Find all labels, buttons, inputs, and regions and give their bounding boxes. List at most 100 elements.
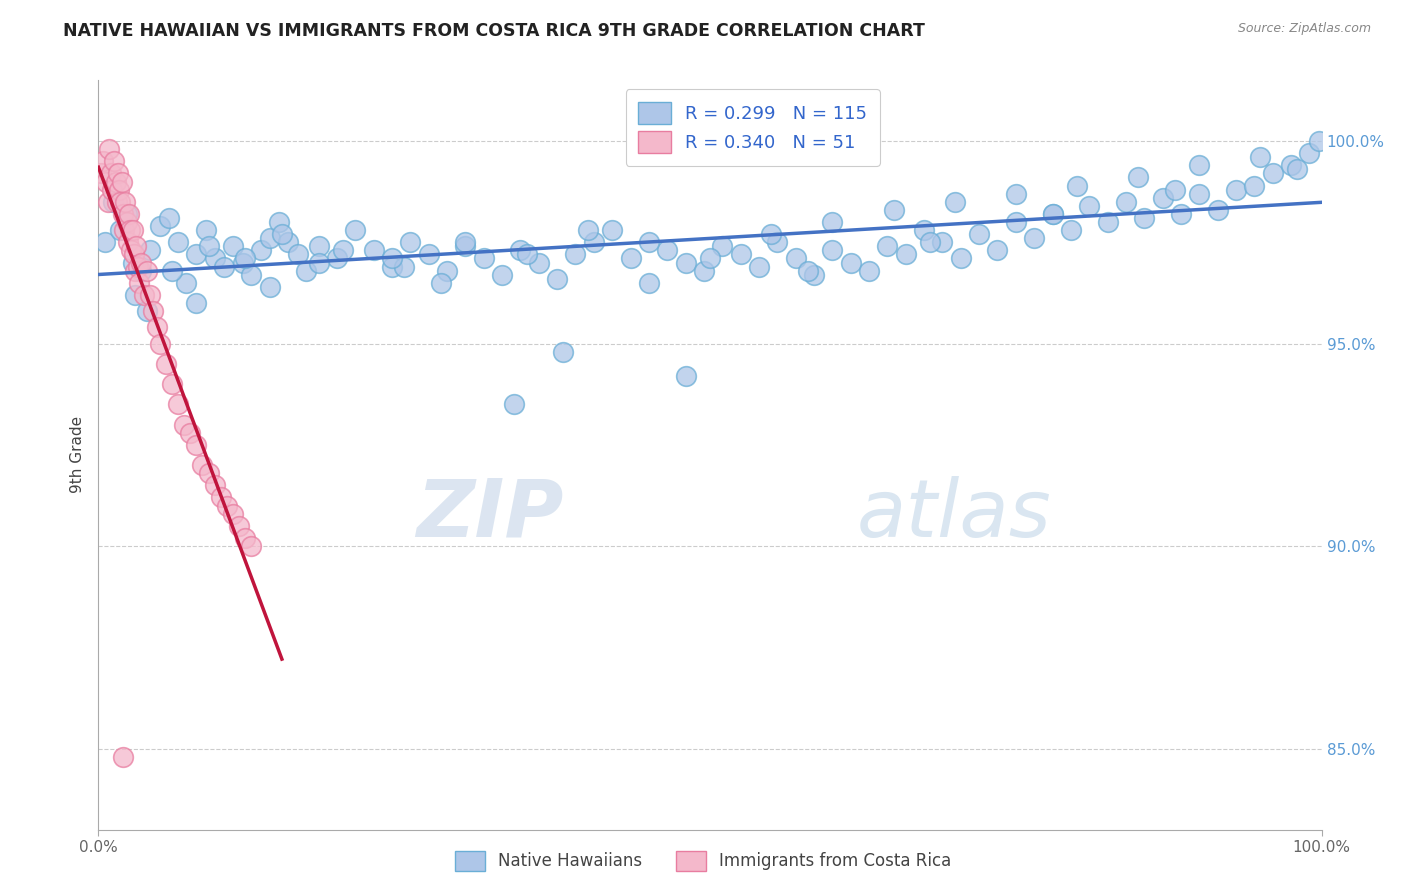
Point bbox=[1066, 178, 1088, 193]
Point bbox=[259, 231, 281, 245]
Point bbox=[129, 263, 152, 277]
Point bbox=[1298, 146, 1320, 161]
Point bbox=[149, 219, 172, 233]
Point bbox=[111, 175, 134, 189]
Point bbox=[124, 263, 146, 277]
Point bbox=[233, 252, 256, 266]
Text: NATIVE HAWAIIAN VS IMMIGRANTS FROM COSTA RICA 9TH GRADE CORRELATION CHART: NATIVE HAWAIIAN VS IMMIGRANTS FROM COSTA… bbox=[63, 22, 925, 40]
Point bbox=[1078, 199, 1101, 213]
Point bbox=[1188, 158, 1211, 172]
Point bbox=[920, 235, 942, 250]
Point bbox=[222, 239, 245, 253]
Point bbox=[912, 223, 935, 237]
Point bbox=[186, 247, 208, 261]
Point bbox=[100, 166, 122, 180]
Point bbox=[112, 223, 135, 237]
Point bbox=[146, 320, 169, 334]
Point bbox=[204, 252, 226, 266]
Point bbox=[363, 244, 385, 258]
Point bbox=[176, 276, 198, 290]
Point bbox=[120, 223, 142, 237]
Point bbox=[1164, 183, 1187, 197]
Point bbox=[214, 260, 236, 274]
Point bbox=[270, 227, 294, 242]
Point bbox=[121, 223, 143, 237]
Point bbox=[730, 247, 752, 261]
Point bbox=[155, 357, 177, 371]
Point bbox=[516, 247, 538, 261]
Point bbox=[93, 235, 115, 250]
Point bbox=[761, 227, 783, 242]
Point bbox=[186, 438, 208, 452]
Point bbox=[1243, 178, 1265, 193]
Point bbox=[127, 260, 149, 274]
Point bbox=[259, 280, 281, 294]
Point bbox=[132, 288, 155, 302]
Point bbox=[125, 239, 148, 253]
Point bbox=[191, 458, 214, 472]
Point bbox=[564, 247, 586, 261]
Point bbox=[308, 239, 330, 253]
Point bbox=[115, 207, 138, 221]
Point bbox=[1060, 223, 1083, 237]
Point bbox=[785, 252, 807, 266]
Point bbox=[576, 223, 599, 237]
Point bbox=[894, 247, 917, 261]
Text: Source: ZipAtlas.com: Source: ZipAtlas.com bbox=[1237, 22, 1371, 36]
Point bbox=[108, 183, 131, 197]
Point bbox=[1261, 166, 1284, 180]
Point bbox=[399, 235, 422, 250]
Point bbox=[97, 194, 120, 209]
Point bbox=[1133, 211, 1156, 225]
Point bbox=[1286, 162, 1309, 177]
Y-axis label: 9th Grade: 9th Grade bbox=[70, 417, 86, 493]
Point bbox=[392, 260, 416, 274]
Point bbox=[582, 235, 605, 250]
Text: atlas: atlas bbox=[856, 475, 1052, 554]
Point bbox=[1308, 134, 1330, 148]
Point bbox=[821, 215, 844, 229]
Point bbox=[553, 344, 575, 359]
Point bbox=[101, 183, 124, 197]
Point bbox=[546, 271, 568, 285]
Point bbox=[149, 336, 172, 351]
Point bbox=[209, 491, 232, 505]
Point bbox=[94, 175, 117, 189]
Point bbox=[197, 466, 219, 480]
Point bbox=[197, 239, 219, 253]
Point bbox=[122, 247, 145, 261]
Point bbox=[157, 211, 180, 225]
Point bbox=[967, 227, 990, 242]
Point bbox=[215, 499, 238, 513]
Point bbox=[142, 304, 165, 318]
Point bbox=[472, 252, 495, 266]
Point bbox=[637, 235, 661, 250]
Point bbox=[173, 417, 195, 432]
Point bbox=[344, 223, 367, 237]
Point bbox=[287, 247, 309, 261]
Point bbox=[693, 263, 716, 277]
Point bbox=[233, 531, 256, 545]
Legend: Native Hawaiians, Immigrants from Costa Rica: Native Hawaiians, Immigrants from Costa … bbox=[447, 842, 959, 880]
Point bbox=[430, 276, 453, 290]
Point bbox=[121, 255, 143, 269]
Point bbox=[107, 166, 129, 180]
Point bbox=[509, 244, 531, 258]
Point bbox=[637, 276, 661, 290]
Point bbox=[103, 154, 125, 169]
Point bbox=[232, 255, 254, 269]
Point bbox=[139, 288, 162, 302]
Point bbox=[128, 276, 150, 290]
Point bbox=[797, 263, 820, 277]
Point bbox=[503, 397, 526, 411]
Point bbox=[931, 235, 953, 250]
Point bbox=[269, 215, 291, 229]
Point bbox=[675, 368, 697, 383]
Point bbox=[136, 304, 159, 318]
Point bbox=[418, 247, 440, 261]
Point bbox=[179, 425, 201, 440]
Point bbox=[839, 255, 862, 269]
Point bbox=[250, 244, 273, 258]
Point bbox=[115, 215, 138, 229]
Point bbox=[1279, 158, 1302, 172]
